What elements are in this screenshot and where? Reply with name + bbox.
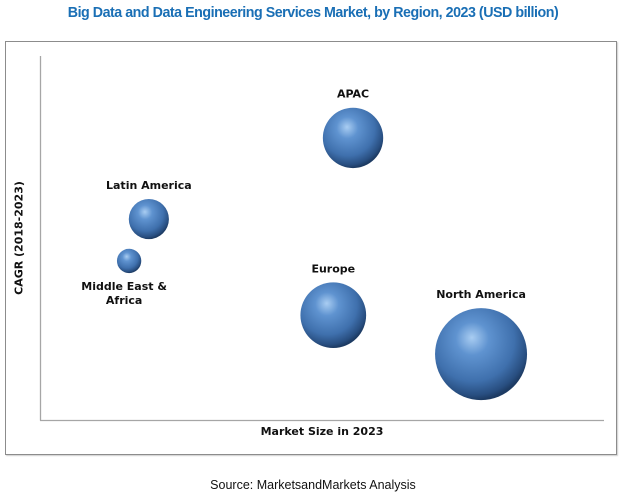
bubble-apac <box>322 107 384 169</box>
y-axis-label: CAGR (2018-2023) <box>12 181 26 295</box>
bubble-label-latin-america: Latin America <box>106 179 192 192</box>
bubble-latin-america <box>128 199 169 240</box>
chart-frame <box>5 41 617 455</box>
chart-title: Big Data and Data Engineering Services M… <box>67 4 559 21</box>
source-note: Source: MarketsandMarkets Analysis <box>210 478 416 492</box>
bubble-label-north-america: North America <box>436 288 526 301</box>
bubble-middle-east-africa <box>116 248 142 274</box>
bubble-label-middle-east-africa: Middle East & Africa <box>81 280 167 307</box>
bubble-north-america <box>435 308 528 401</box>
x-axis-label: Market Size in 2023 <box>260 425 384 438</box>
bubble-europe <box>300 282 367 349</box>
bubble-label-apac: APAC <box>337 88 369 101</box>
bubble-label-europe: Europe <box>311 262 355 275</box>
